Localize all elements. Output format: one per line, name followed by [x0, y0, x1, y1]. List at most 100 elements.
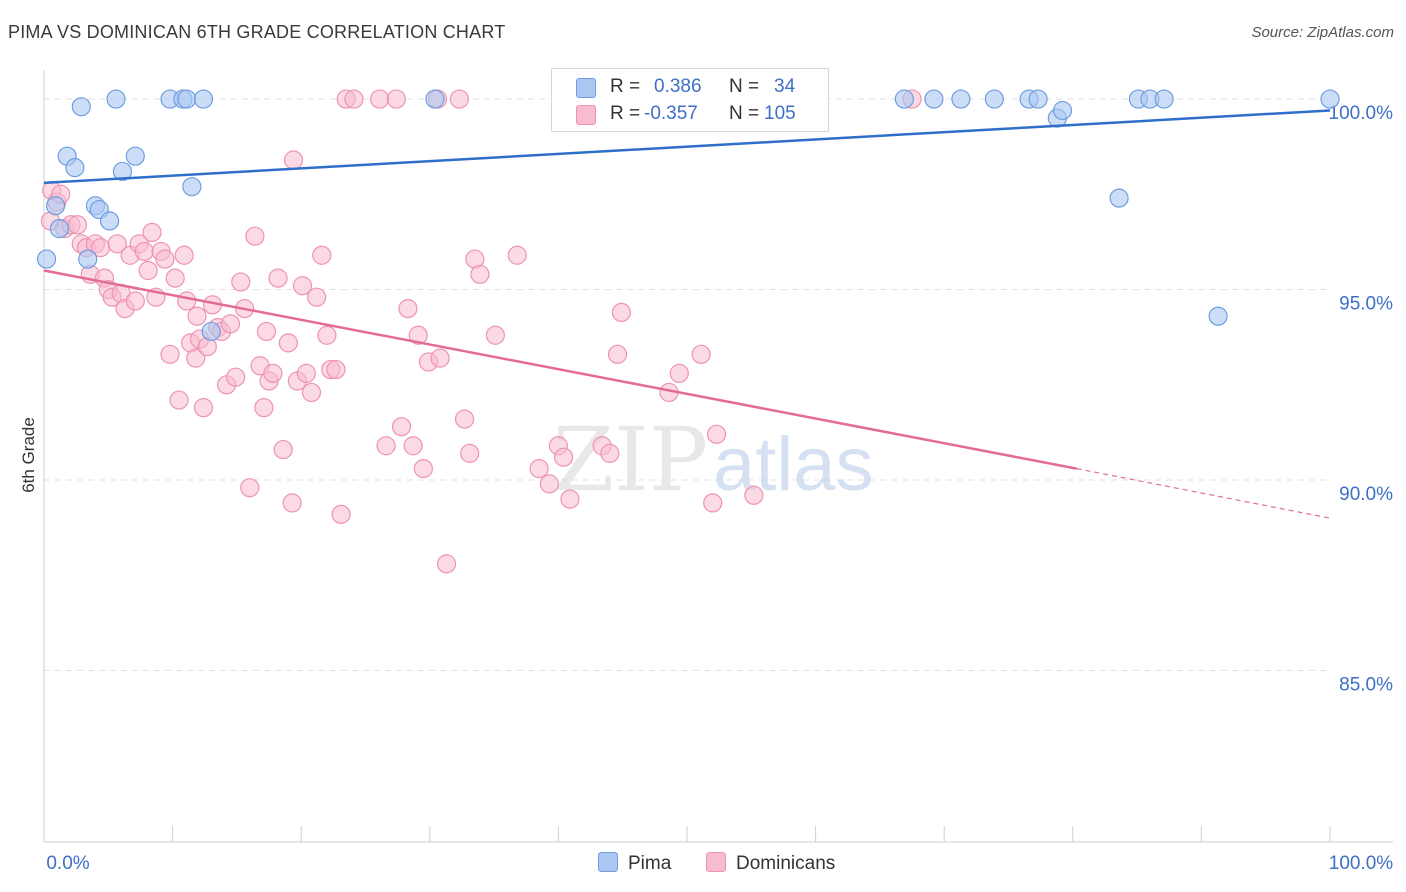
dominicans-point	[485, 325, 505, 345]
dominicans-point	[240, 478, 260, 498]
watermark-atlas: atlas	[713, 422, 874, 507]
pima-point	[65, 158, 85, 178]
dominicans-legend-label: Dominicans	[736, 853, 836, 874]
pima-point	[177, 89, 197, 109]
dominicans-point	[507, 245, 527, 265]
dominicans-point	[370, 89, 390, 109]
dominicans-point	[312, 245, 332, 265]
dominicans-point	[744, 485, 764, 505]
pima-point	[78, 249, 98, 269]
y-tick-labels: 85.0% 90.0% 95.0% 100.0%	[1329, 103, 1394, 696]
pima-n-label: N =	[729, 76, 760, 97]
pima-legend-swatch	[598, 852, 618, 872]
trend-lines	[43, 109, 1331, 519]
pima-point	[1208, 306, 1228, 326]
dominicans-point	[669, 363, 689, 383]
dominicans-point	[529, 459, 549, 479]
pima-swatch	[576, 78, 596, 98]
pima-point	[425, 89, 445, 109]
dominicans-point	[177, 291, 197, 311]
dominicans-point	[413, 459, 433, 479]
dominicans-point	[430, 348, 450, 368]
pima-point	[201, 321, 221, 342]
dominicans-point	[607, 344, 628, 364]
dominicans-point	[436, 554, 457, 574]
dominicans-point	[539, 474, 559, 494]
pima-point	[1109, 188, 1129, 208]
pima-point	[1028, 89, 1048, 109]
dominicans-point	[317, 325, 337, 345]
dominicans-point	[408, 325, 428, 345]
dominicans-point	[283, 150, 304, 170]
dominicans-point	[134, 241, 154, 262]
y-tick-label: 100.0%	[1329, 103, 1394, 124]
dominicans-point	[268, 268, 288, 288]
dominicans-trend-line	[43, 269, 1077, 470]
pima-points	[36, 89, 1340, 342]
dominicans-point	[125, 291, 145, 311]
pima-r-label: R =	[610, 76, 641, 97]
dominicans-point	[449, 89, 469, 109]
dominicans-point	[292, 276, 313, 296]
dominicans-point	[391, 417, 412, 437]
dominicans-point	[301, 382, 322, 403]
pima-point	[951, 89, 971, 109]
dominicans-point	[403, 436, 423, 456]
y-axis-label: 6th Grade	[19, 417, 38, 493]
y-tick-label: 85.0%	[1339, 675, 1393, 696]
pima-point	[1320, 89, 1340, 109]
watermark-zip: ZIP	[553, 408, 708, 511]
pima-point	[182, 177, 202, 197]
dominicans-point	[220, 314, 241, 334]
dominicans-point	[278, 333, 298, 353]
pima-point	[45, 196, 66, 216]
dominicans-point	[138, 260, 158, 281]
dominicans-point	[344, 89, 364, 109]
pima-point	[193, 89, 214, 109]
dominicans-point	[703, 493, 723, 513]
dominicans-point	[174, 245, 194, 265]
pima-point	[112, 161, 133, 182]
chart-title: PIMA VS DOMINICAN 6TH GRADE CORRELATION …	[8, 22, 506, 42]
pima-point	[36, 249, 57, 269]
pima-point	[99, 211, 120, 231]
pima-point	[894, 89, 914, 109]
dominicans-point	[706, 424, 727, 444]
dominicans-point	[611, 302, 632, 323]
dominicans-legend-swatch	[706, 852, 726, 872]
pima-trend-line	[43, 109, 1331, 185]
dominicans-point	[296, 363, 316, 383]
pima-point	[106, 89, 126, 109]
pima-point	[49, 218, 70, 239]
dominicans-point	[398, 299, 418, 319]
dominicans-point	[307, 287, 327, 307]
dominicans-point	[376, 436, 396, 456]
dominicans-trend-extension	[1076, 468, 1331, 519]
dominicans-point	[107, 234, 127, 254]
dominicans-points	[40, 89, 922, 574]
dominicans-point	[273, 439, 293, 460]
pima-point	[1154, 89, 1174, 109]
dominicans-point	[460, 443, 480, 463]
dominicans-point	[331, 504, 351, 524]
dominicans-point	[386, 89, 406, 109]
pima-point	[71, 97, 91, 117]
dominicans-point	[226, 367, 246, 387]
dominicans-point	[254, 398, 274, 418]
dominicans-point	[470, 264, 490, 284]
dominicans-point	[553, 447, 574, 467]
dominicans-point	[560, 489, 580, 509]
legend-item-dominicans: Dominicans	[706, 852, 835, 875]
dominicans-point	[326, 359, 346, 380]
stats-legend: R = 0.386 N = 34 R = -0.357 N = 105	[551, 68, 829, 132]
x-tick-label-max: 100.0%	[1329, 853, 1394, 874]
dominicans-point	[691, 344, 711, 364]
legend-item-pima: Pima	[598, 852, 671, 875]
dominicans-n-label: N =	[729, 103, 760, 124]
dominicans-n-value: 105	[764, 103, 796, 124]
pima-point	[125, 146, 145, 166]
dominicans-point	[187, 306, 207, 326]
pima-legend-label: Pima	[628, 853, 672, 874]
y-tick-label: 95.0%	[1339, 294, 1393, 315]
